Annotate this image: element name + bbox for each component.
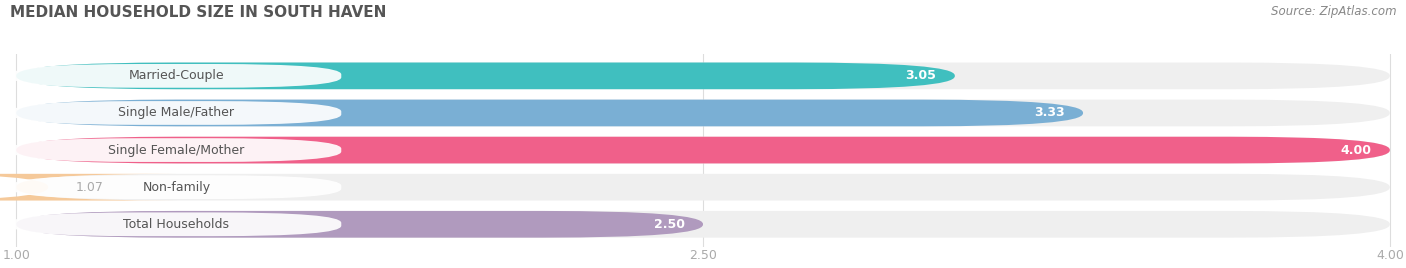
FancyBboxPatch shape	[0, 174, 176, 200]
FancyBboxPatch shape	[17, 174, 1389, 200]
Text: 4.00: 4.00	[1340, 144, 1371, 157]
FancyBboxPatch shape	[11, 175, 342, 199]
FancyBboxPatch shape	[17, 211, 1389, 238]
Text: Source: ZipAtlas.com: Source: ZipAtlas.com	[1271, 5, 1396, 18]
Text: 3.05: 3.05	[905, 69, 936, 82]
FancyBboxPatch shape	[17, 211, 703, 238]
FancyBboxPatch shape	[17, 137, 1389, 163]
FancyBboxPatch shape	[11, 64, 342, 88]
Text: Single Female/Mother: Single Female/Mother	[108, 144, 245, 157]
FancyBboxPatch shape	[17, 100, 1083, 126]
Text: 2.50: 2.50	[654, 218, 685, 231]
FancyBboxPatch shape	[17, 62, 1389, 89]
Text: Single Male/Father: Single Male/Father	[118, 106, 235, 120]
FancyBboxPatch shape	[17, 62, 955, 89]
FancyBboxPatch shape	[11, 213, 342, 236]
Text: 3.33: 3.33	[1033, 106, 1064, 120]
FancyBboxPatch shape	[11, 101, 342, 125]
FancyBboxPatch shape	[17, 100, 1389, 126]
FancyBboxPatch shape	[17, 137, 1389, 163]
Text: Total Households: Total Households	[124, 218, 229, 231]
Text: MEDIAN HOUSEHOLD SIZE IN SOUTH HAVEN: MEDIAN HOUSEHOLD SIZE IN SOUTH HAVEN	[10, 5, 387, 20]
Text: Married-Couple: Married-Couple	[128, 69, 224, 82]
Text: 1.07: 1.07	[76, 181, 104, 194]
Text: Non-family: Non-family	[142, 181, 211, 194]
FancyBboxPatch shape	[11, 138, 342, 162]
